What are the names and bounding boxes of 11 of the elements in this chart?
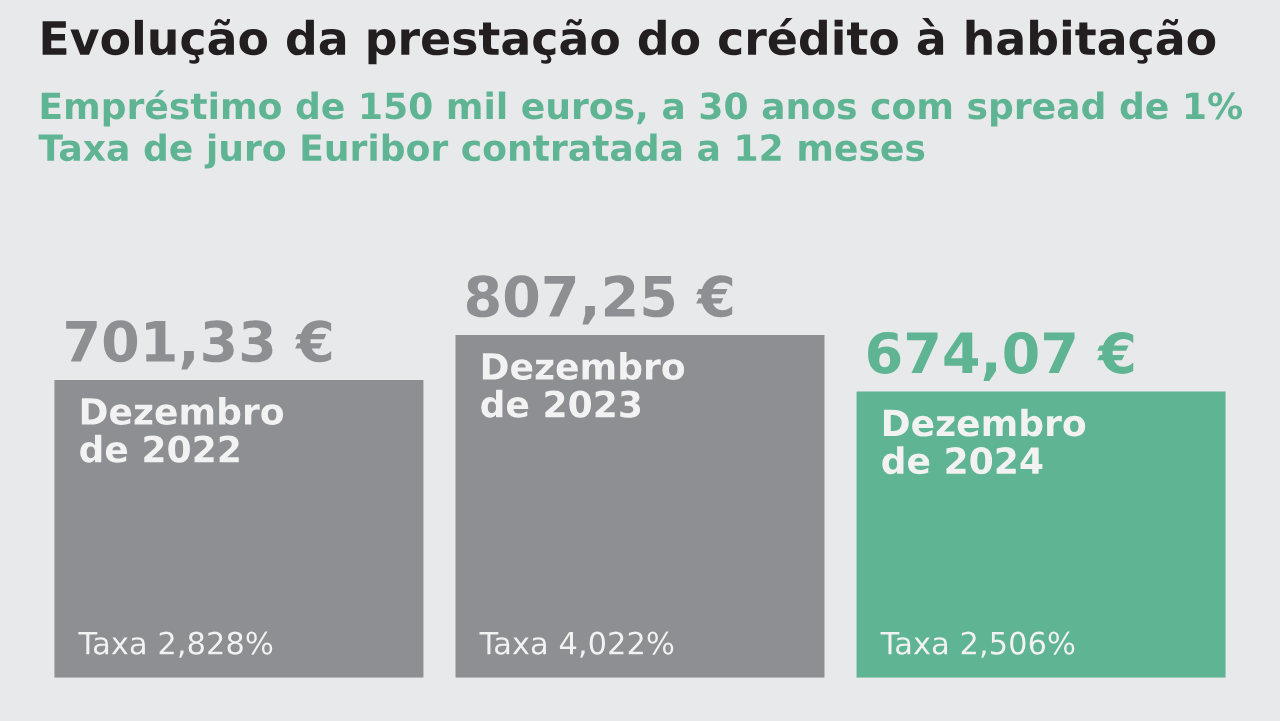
data-label: 807,25 € [466, 275, 733, 325]
chart-subtitle: Empréstimo de 150 mil euros, a 30 anos com spread de 1% Taxa de juro Euribor contratada a 12 meses [38, 90, 1243, 169]
x-tick-label: Dezembro de 2023 [481, 352, 685, 418]
annotation: Taxa 2,828% [78, 631, 273, 658]
annotation: Taxa 4,022% [479, 631, 674, 658]
annotation: Taxa 2,506% [880, 631, 1075, 658]
data-label: 674,07 € [868, 331, 1134, 381]
data-label: 701,33 € [66, 320, 332, 370]
x-tick-label: Dezembro de 2024 [882, 408, 1086, 475]
x-tick-label: Dezembro de 2022 [80, 397, 284, 463]
chart-title: Evolução da prestação do crédito à habitação [42, 18, 1216, 65]
